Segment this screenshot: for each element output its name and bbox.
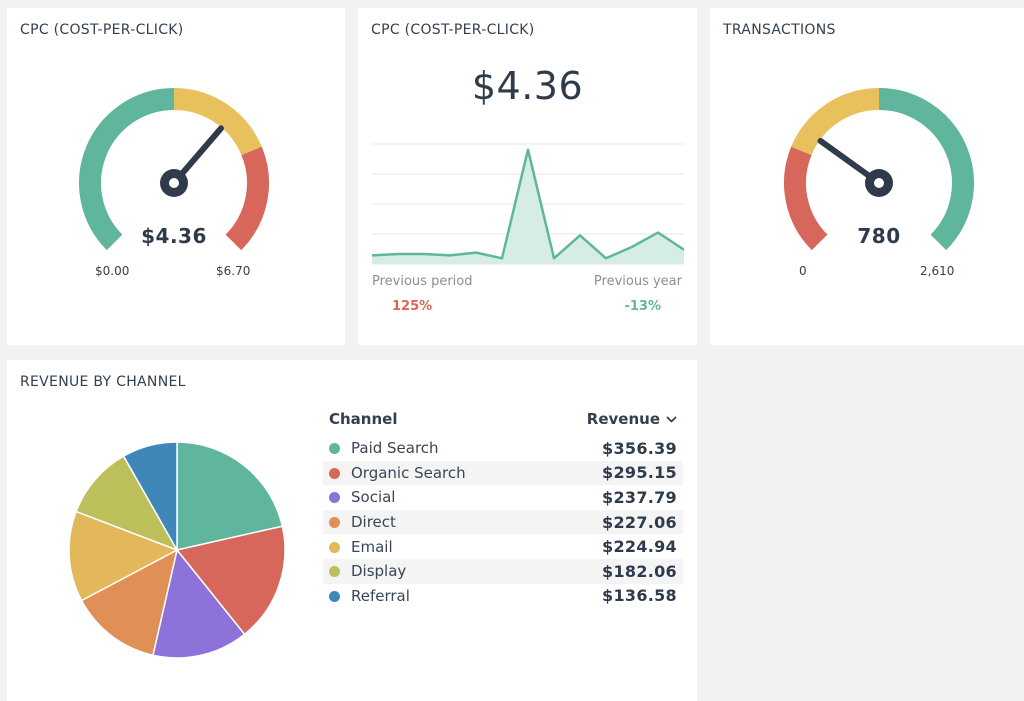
gauge-min-label: $0.00 xyxy=(95,264,130,278)
previous-period-label: Previous period xyxy=(372,274,473,289)
gauge-value: $4.36 xyxy=(141,224,207,248)
legend-dot-icon xyxy=(329,590,340,602)
table-row[interactable]: Display $182.06 xyxy=(323,558,683,584)
revenue-cell: $224.94 xyxy=(602,537,677,557)
pie-slices xyxy=(68,441,286,659)
pie-slice-organic-search[interactable] xyxy=(175,525,286,636)
gauge-segment xyxy=(878,88,974,251)
revenue-table: Channel Revenue Paid Search $356.39 Organi… xyxy=(323,408,683,608)
gauge-segment xyxy=(791,88,880,156)
gauge-arcs xyxy=(79,88,269,251)
gauge-value: 780 xyxy=(857,224,901,248)
channel-cell: Direct xyxy=(323,509,537,535)
cpc-gauge xyxy=(79,88,269,251)
channel-name: Referral xyxy=(351,586,410,605)
gauge-segment xyxy=(79,88,175,251)
channel-name: Social xyxy=(351,488,396,507)
table-row[interactable]: Paid Search $356.39 xyxy=(323,436,683,461)
trend-line xyxy=(372,148,684,260)
table-row[interactable]: Direct $227.06 xyxy=(323,509,683,535)
revenue-cell: $227.06 xyxy=(536,509,683,535)
revenue-column-header[interactable]: Revenue xyxy=(536,408,683,436)
gauge-segment xyxy=(173,88,262,156)
previous-year-label: Previous year xyxy=(593,274,682,289)
revenue-cell: $182.06 xyxy=(536,558,683,584)
revenue-by-channel-card: REVENUE BY CHANNEL Channel Revenue Paid … xyxy=(7,360,697,701)
cpc-trend-card: CPC (COST-PER-CLICK) $4.36 Previous peri… xyxy=(358,8,697,345)
transactions-gauge xyxy=(784,88,974,251)
gauge-arcs xyxy=(784,88,974,251)
table-header-row: Channel Revenue xyxy=(323,408,683,436)
channel-cell: Email xyxy=(323,534,536,559)
channel-cell: Referral xyxy=(323,584,536,609)
channel-cell: Display xyxy=(323,558,537,584)
gauge-max-label: $6.70 xyxy=(216,264,251,278)
pie-slice-referral[interactable] xyxy=(122,441,178,553)
pie-slice-display[interactable] xyxy=(75,455,179,552)
legend-dot-icon xyxy=(329,566,340,578)
revenue-header-label: Revenue xyxy=(586,410,660,428)
legend-dot-icon xyxy=(329,467,340,479)
transactions-gauge-card: TRANSACTIONS 780 0 2,610 xyxy=(710,8,1024,345)
chevron-down-icon[interactable] xyxy=(666,416,677,424)
table-body: Paid Search $356.39 Organic Search $295.15 S… xyxy=(323,436,683,608)
pie-slice-email[interactable] xyxy=(68,510,179,602)
previous-year-value: -13% xyxy=(624,299,661,314)
cpc-trend-chart xyxy=(372,143,684,265)
channel-cell: Paid Search xyxy=(323,436,536,461)
table-row[interactable]: Email $224.94 xyxy=(323,534,683,559)
revenue-cell: $237.79 xyxy=(602,487,677,507)
revenue-cell: $136.58 xyxy=(602,586,677,606)
gauge-max-label: 2,610 xyxy=(920,264,955,278)
pie-slice-social[interactable] xyxy=(152,548,246,659)
legend-dot-icon xyxy=(329,443,340,455)
channel-name: Paid Search xyxy=(351,439,439,458)
card-title: TRANSACTIONS xyxy=(723,22,836,38)
gauge-segment xyxy=(225,146,269,251)
channel-column-header: Channel xyxy=(329,410,398,428)
previous-period-value: 125% xyxy=(392,299,433,314)
pie-slice-direct[interactable] xyxy=(80,548,179,657)
pie-slice-paid-search[interactable] xyxy=(176,441,284,551)
legend-dot-icon xyxy=(329,492,340,504)
trend-area xyxy=(372,149,684,264)
revenue-pie-chart xyxy=(68,441,286,659)
gauge-hub-center xyxy=(874,178,884,188)
channel-cell: Social xyxy=(323,485,536,510)
card-title: CPC (COST-PER-CLICK) xyxy=(20,22,184,38)
channel-name: Email xyxy=(351,537,393,556)
gauge-hub-center xyxy=(169,178,179,188)
legend-dot-icon xyxy=(329,541,340,553)
table-row[interactable]: Referral $136.58 xyxy=(323,584,683,609)
metric-value: $4.36 xyxy=(471,64,584,108)
gauge-min-label: 0 xyxy=(799,264,807,278)
channel-name: Organic Search xyxy=(351,463,466,482)
cpc-gauge-card: CPC (COST-PER-CLICK) $4.36 $0.00 $6.70 xyxy=(7,8,345,345)
channel-name: Direct xyxy=(351,513,396,532)
legend-dot-icon xyxy=(329,517,340,529)
revenue-cell: $295.15 xyxy=(536,460,683,486)
card-title: REVENUE BY CHANNEL xyxy=(20,374,186,390)
channel-name: Display xyxy=(351,562,407,581)
table-row[interactable]: Organic Search $295.15 xyxy=(323,460,683,486)
revenue-cell: $356.39 xyxy=(602,438,677,458)
channel-cell: Organic Search xyxy=(323,460,537,486)
card-title: CPC (COST-PER-CLICK) xyxy=(371,22,535,38)
table-row[interactable]: Social $237.79 xyxy=(323,485,683,510)
gauge-segment xyxy=(784,146,828,251)
